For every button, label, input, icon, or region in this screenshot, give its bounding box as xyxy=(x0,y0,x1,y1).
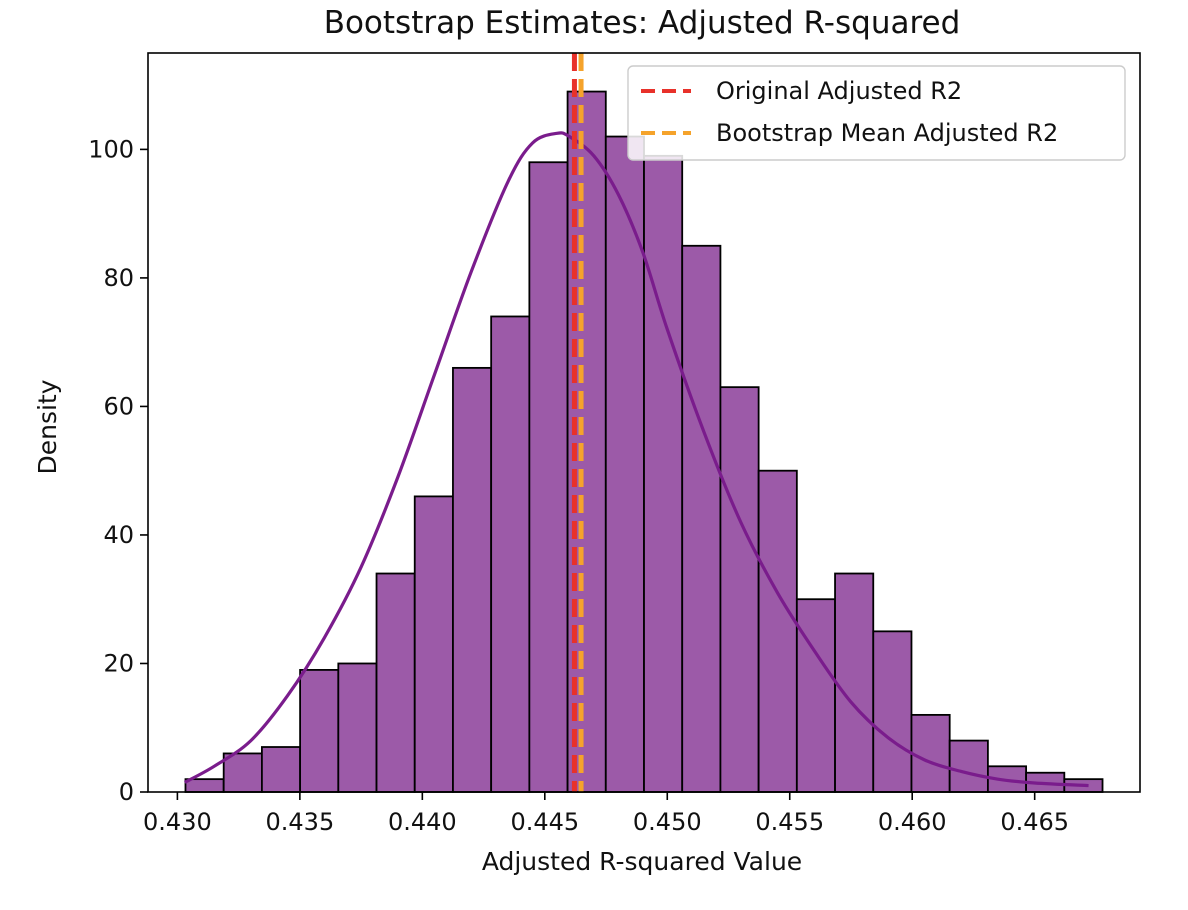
x-tick-label: 0.430 xyxy=(143,808,212,836)
x-tick-label: 0.455 xyxy=(755,808,824,836)
y-axis-label: Density xyxy=(33,379,62,474)
histogram-bar xyxy=(337,662,378,793)
histogram-bar xyxy=(757,469,798,793)
x-tick-label: 0.450 xyxy=(633,808,702,836)
histogram-bar xyxy=(375,572,416,793)
chart-title: Bootstrap Estimates: Adjusted R-squared xyxy=(324,5,961,41)
histogram-bar xyxy=(184,778,225,793)
histogram-bar xyxy=(910,713,951,793)
x-tick-label: 0.435 xyxy=(266,808,335,836)
kde-layer xyxy=(183,131,1089,788)
histogram-bar xyxy=(490,315,531,793)
y-tick-label: 80 xyxy=(103,264,134,292)
legend-label-bootstrap-mean: Bootstrap Mean Adjusted R2 xyxy=(716,119,1058,147)
histogram-bar xyxy=(413,495,454,793)
x-tick-label: 0.460 xyxy=(878,808,947,836)
histogram-bar xyxy=(834,572,875,793)
histogram-bar xyxy=(872,630,913,793)
y-tick-label: 100 xyxy=(88,135,134,163)
kde-curve xyxy=(183,131,1089,788)
histogram-bar xyxy=(299,669,340,793)
histogram-bar xyxy=(452,366,493,793)
histogram-bar xyxy=(719,386,760,793)
y-axis-ticks: 0 20 40 60 80 100 xyxy=(88,135,148,806)
y-tick-label: 60 xyxy=(103,392,134,420)
histogram-bar xyxy=(566,90,607,793)
vline-layer xyxy=(571,53,584,792)
histogram-bar xyxy=(260,746,302,793)
x-tick-label: 0.445 xyxy=(510,808,579,836)
histogram-bar xyxy=(528,161,569,793)
histogram-bar xyxy=(222,752,263,793)
x-axis-ticks: 0.430 0.435 0.440 0.445 0.450 0.455 0.460 0.465 xyxy=(143,792,1069,836)
bars-layer xyxy=(184,90,1104,793)
x-tick-label: 0.440 xyxy=(388,808,457,836)
histogram-bar xyxy=(948,739,989,793)
histogram-bar xyxy=(795,598,836,793)
histogram-bar xyxy=(604,135,645,793)
y-tick-label: 20 xyxy=(103,649,134,677)
legend-label-original: Original Adjusted R2 xyxy=(716,77,962,105)
y-tick-label: 40 xyxy=(103,521,134,549)
legend: Original Adjusted R2 Bootstrap Mean Adju… xyxy=(627,65,1126,161)
histogram-bar xyxy=(681,244,722,793)
plot-frame xyxy=(147,52,1141,793)
legend-box xyxy=(627,65,1126,161)
histogram-bar xyxy=(643,154,684,793)
y-tick-label: 0 xyxy=(119,778,134,806)
x-axis-label: Adjusted R-squared Value xyxy=(482,847,802,876)
x-tick-label: 0.465 xyxy=(1000,808,1069,836)
